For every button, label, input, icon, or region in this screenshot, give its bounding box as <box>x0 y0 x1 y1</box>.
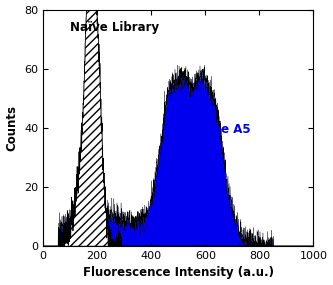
Text: Clone A5: Clone A5 <box>192 123 250 136</box>
X-axis label: Fluorescence Intensity (a.u.): Fluorescence Intensity (a.u.) <box>83 266 274 280</box>
Y-axis label: Counts: Counts <box>6 105 19 151</box>
Text: Naïve Library: Naïve Library <box>70 21 159 34</box>
